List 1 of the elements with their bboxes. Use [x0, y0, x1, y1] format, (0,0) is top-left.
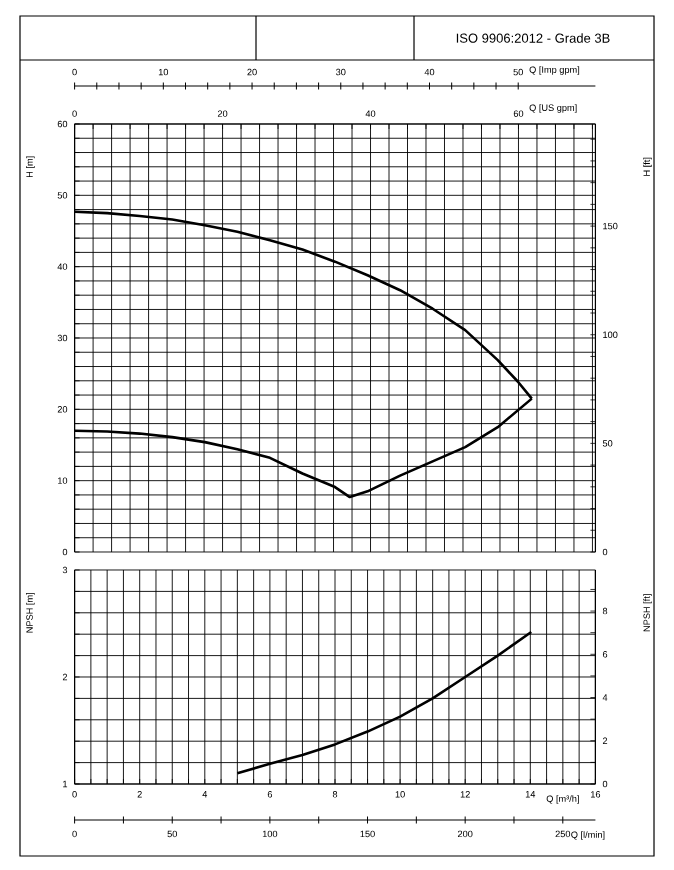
line-series [236, 630, 533, 775]
